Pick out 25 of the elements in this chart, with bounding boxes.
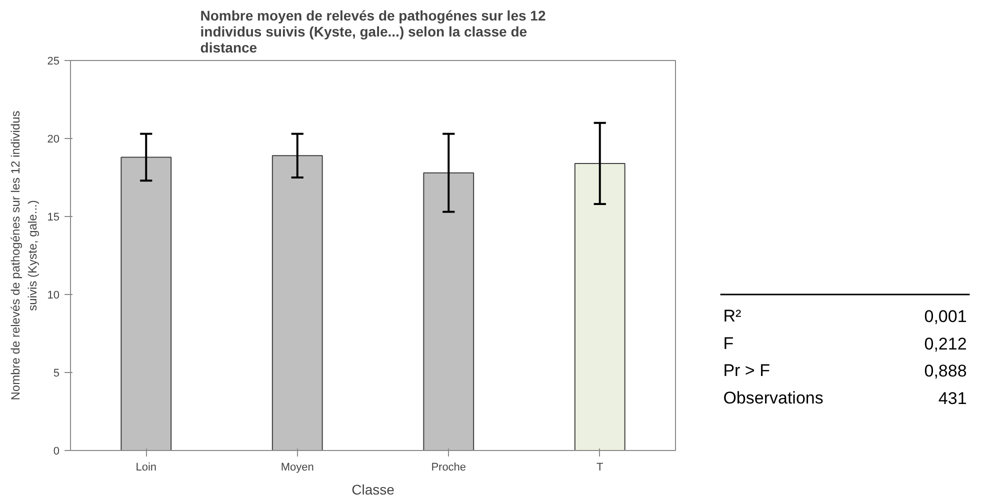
x-tick-label: Moyen: [280, 462, 314, 474]
text: Observations: [723, 388, 824, 408]
y-tick-label: 15: [47, 212, 60, 224]
text: F: [723, 334, 734, 353]
y-axis-title: Nombre de relevés de pathogénes sur les 12 individus suivis (Kyste, gale...): [8, 110, 40, 400]
bar: [574, 162, 626, 450]
chart-title: Nombre moyen de relevés de pathogénes sur les 12 individus suivis (Kyste, gale...) selon la classe de distance: [200, 8, 546, 56]
text: 0,001: [924, 306, 967, 326]
x-tick-label: Proche: [431, 462, 466, 474]
x-tick-label: Loin: [136, 462, 157, 474]
text: 431: [938, 388, 967, 408]
bar: [423, 172, 474, 450]
x-tick-label: T: [596, 462, 604, 474]
y-tick-label: 5: [53, 368, 60, 380]
bar: [120, 156, 172, 450]
text: Pr > F: [723, 361, 770, 380]
x-axis-title: Classe: [352, 482, 395, 498]
text: 0,212: [924, 334, 967, 354]
text: 0,888: [924, 362, 967, 381]
y-tick-label: 10: [47, 290, 60, 302]
bar: [272, 155, 323, 450]
y-tick-label: 25: [47, 56, 60, 68]
y-tick-label: 0: [53, 446, 60, 458]
y-tick-label: 20: [47, 134, 60, 146]
text: R²: [723, 306, 742, 326]
